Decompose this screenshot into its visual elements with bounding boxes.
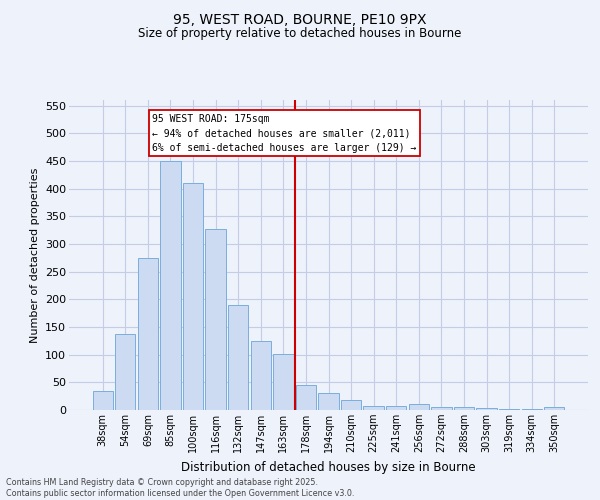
Bar xyxy=(341,400,361,410)
Bar xyxy=(205,229,226,410)
Bar xyxy=(183,183,203,410)
X-axis label: Distribution of detached houses by size in Bourne: Distribution of detached houses by size … xyxy=(181,460,476,473)
Bar xyxy=(273,354,293,410)
Bar xyxy=(160,161,181,410)
Bar xyxy=(386,406,406,410)
Bar xyxy=(138,258,158,410)
Bar xyxy=(251,341,271,410)
Bar xyxy=(476,408,497,410)
Bar xyxy=(92,390,113,410)
Bar xyxy=(364,406,384,410)
Bar xyxy=(409,404,429,410)
Text: Contains HM Land Registry data © Crown copyright and database right 2025.
Contai: Contains HM Land Registry data © Crown c… xyxy=(6,478,355,498)
Text: 95, WEST ROAD, BOURNE, PE10 9PX: 95, WEST ROAD, BOURNE, PE10 9PX xyxy=(173,12,427,26)
Bar xyxy=(296,384,316,410)
Bar xyxy=(115,334,136,410)
Bar xyxy=(431,407,452,410)
Bar xyxy=(544,406,565,410)
Bar xyxy=(319,394,338,410)
Bar xyxy=(521,409,542,410)
Text: 95 WEST ROAD: 175sqm
← 94% of detached houses are smaller (2,011)
6% of semi-det: 95 WEST ROAD: 175sqm ← 94% of detached h… xyxy=(152,114,417,152)
Bar xyxy=(499,409,519,410)
Bar xyxy=(454,407,474,410)
Text: Size of property relative to detached houses in Bourne: Size of property relative to detached ho… xyxy=(139,28,461,40)
Y-axis label: Number of detached properties: Number of detached properties xyxy=(29,168,40,342)
Bar xyxy=(228,305,248,410)
